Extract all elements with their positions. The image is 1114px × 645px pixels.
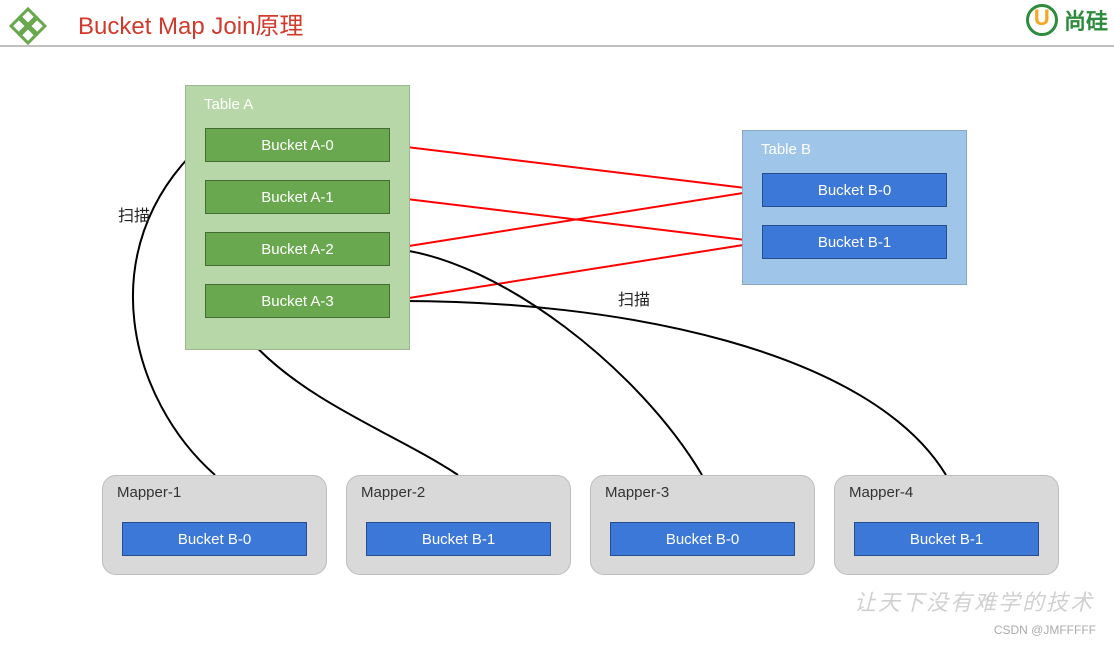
mapper-label: Mapper-2 bbox=[361, 484, 425, 501]
red-edge bbox=[390, 242, 762, 301]
mapper-4-bucket: Bucket B-1 bbox=[854, 522, 1039, 556]
logo-right: U 尚硅 bbox=[1026, 4, 1108, 36]
red-edge bbox=[390, 197, 762, 242]
bucket-b-b0: Bucket B-0 bbox=[762, 173, 947, 207]
table-a-label: Table A bbox=[204, 96, 397, 113]
red-edge bbox=[390, 190, 762, 249]
bucket-b-b1: Bucket B-1 bbox=[762, 225, 947, 259]
watermark-cn: 让天下没有难学的技术 bbox=[854, 585, 1094, 617]
bucket-a-a0: Bucket A-0 bbox=[205, 128, 390, 162]
mapper-3-bucket: Bucket B-0 bbox=[610, 522, 795, 556]
mapper-2-bucket: Bucket B-1 bbox=[366, 522, 551, 556]
mapper-1-bucket: Bucket B-0 bbox=[122, 522, 307, 556]
bucket-a-a1: Bucket A-1 bbox=[205, 180, 390, 214]
table-b: Table B bbox=[742, 130, 967, 285]
logo-right-text: 尚硅 bbox=[1064, 9, 1108, 34]
header-bar: Bucket Map Join原理 U 尚硅 bbox=[0, 0, 1114, 47]
page-title: Bucket Map Join原理 bbox=[78, 6, 303, 41]
bucket-a-a2: Bucket A-2 bbox=[205, 232, 390, 266]
annotation-scan-0: 扫描 bbox=[118, 202, 150, 226]
annotation-scan-1: 扫描 bbox=[618, 286, 650, 310]
watermark-en: CSDN @JMFFFFF bbox=[994, 623, 1096, 637]
scan-edge-m4-a3 bbox=[395, 301, 946, 475]
mapper-label: Mapper-3 bbox=[605, 484, 669, 501]
scan-edge-m3-a2 bbox=[395, 249, 702, 475]
mapper-label: Mapper-1 bbox=[117, 484, 181, 501]
red-edge bbox=[390, 145, 762, 190]
mapper-label: Mapper-4 bbox=[849, 484, 913, 501]
bucket-a-a3: Bucket A-3 bbox=[205, 284, 390, 318]
table-b-label: Table B bbox=[761, 141, 954, 158]
logo-left-icon bbox=[8, 6, 48, 51]
u-icon: U bbox=[1026, 4, 1058, 36]
